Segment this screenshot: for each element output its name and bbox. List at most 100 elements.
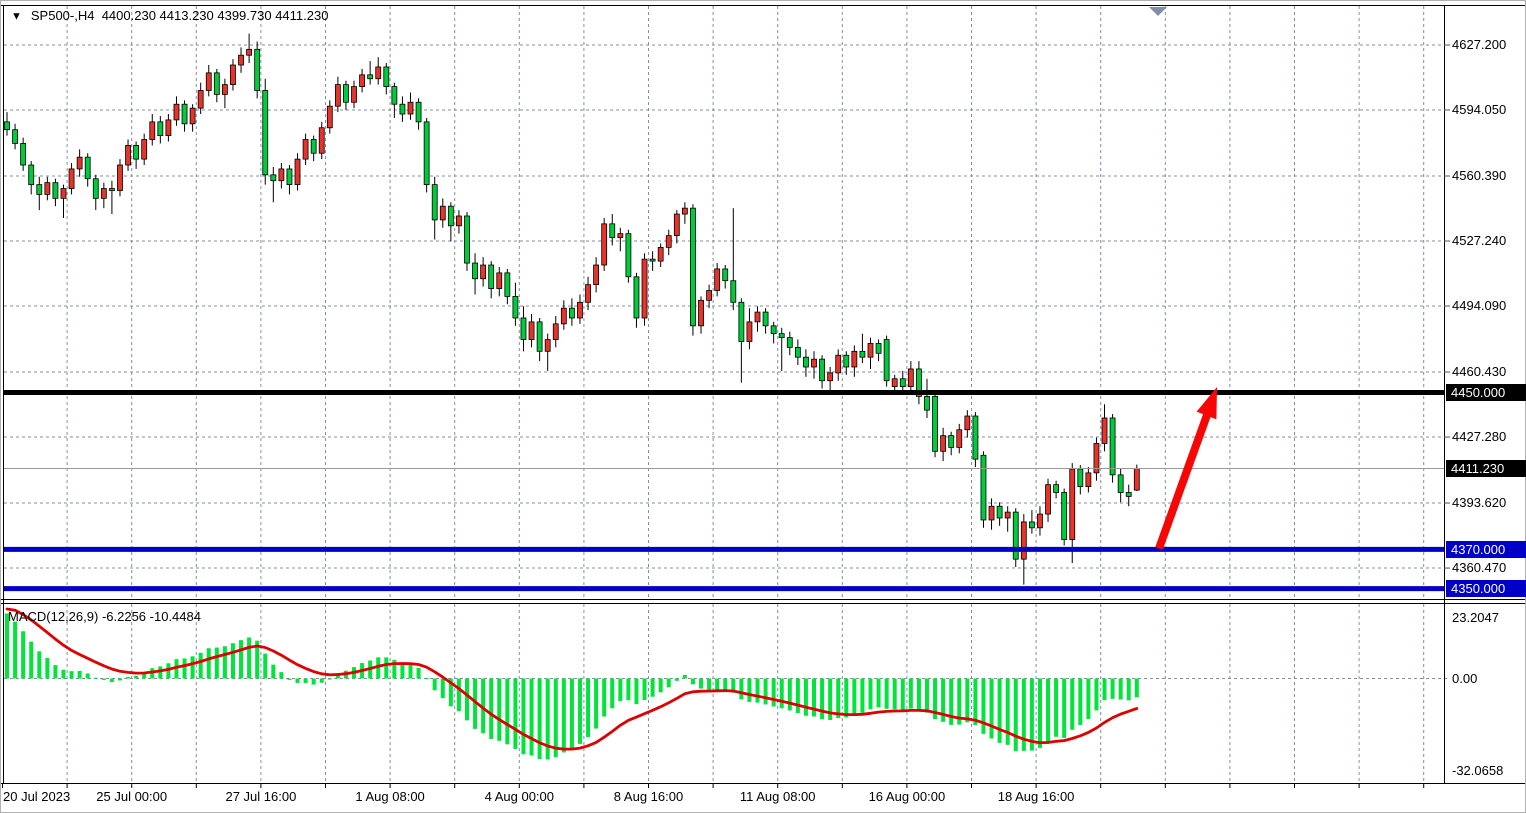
macd-histogram-bar	[1046, 678, 1051, 742]
macd-histogram-bar	[795, 678, 800, 713]
symbol-dropdown-icon[interactable]: ▼	[10, 9, 22, 22]
bull-candle	[302, 139, 309, 160]
bear-candle	[472, 262, 478, 280]
time-tick-label: 4 Aug 00:00	[484, 789, 554, 804]
bear-candle	[92, 178, 99, 199]
macd-histogram-bar	[981, 678, 986, 734]
macd-histogram-bar	[779, 678, 784, 709]
bear-candle	[270, 174, 277, 182]
macd-histogram-bar	[561, 678, 566, 753]
price-badge: 4370.000	[1446, 540, 1526, 558]
bar-shift-marker-icon[interactable]	[1149, 7, 1167, 16]
bull-candle	[1045, 484, 1051, 515]
macd-histogram-bar	[1094, 678, 1099, 711]
bull-candle	[706, 290, 712, 301]
macd-histogram-bar	[101, 678, 106, 680]
macd-histogram-bar	[586, 678, 591, 737]
bull-candle	[867, 343, 874, 358]
macd-histogram-bar	[820, 678, 825, 720]
price-tick-label: 4594.050	[1452, 102, 1507, 117]
macd-histogram-bar	[198, 652, 203, 679]
bull-candle	[1037, 513, 1043, 529]
bear-candle	[286, 168, 293, 186]
bear-candle	[883, 339, 890, 382]
macd-histogram-bar	[464, 678, 469, 721]
bear-candle	[899, 378, 906, 388]
macd-histogram-bar	[852, 678, 857, 715]
time-tick-label: 8 Aug 16:00	[613, 789, 684, 804]
macd-histogram-bar	[755, 678, 760, 703]
macd-indicator-label: MACD(12,26,9) -6.2256 -10.4484	[8, 609, 201, 624]
bull-candle	[238, 54, 244, 66]
macd-histogram-bar	[37, 651, 42, 679]
macd-histogram-bar	[997, 678, 1002, 743]
time-tick-label: 16 Aug 00:00	[868, 789, 946, 804]
bear-candle	[36, 184, 43, 195]
macd-histogram-bar	[13, 621, 18, 679]
macd-histogram-bar	[699, 678, 704, 689]
macd-histogram-bar	[222, 646, 227, 679]
bear-candle	[28, 164, 35, 186]
macd-histogram-bar	[812, 678, 816, 717]
macd-histogram-bar	[53, 665, 58, 679]
bear-candle	[431, 184, 438, 221]
bear-candle	[738, 301, 745, 342]
bear-candle	[383, 66, 390, 87]
macd-histogram-bar	[142, 672, 147, 679]
macd-histogram-bar	[1005, 678, 1010, 745]
macd-histogram-bar	[85, 673, 90, 679]
bear-candle	[569, 307, 575, 319]
macd-signal-line	[5, 607, 1139, 751]
macd-histogram-bar	[295, 678, 300, 683]
bear-candle	[625, 233, 632, 278]
macd-histogram-bar	[941, 678, 946, 722]
price-badge: 4450.000	[1446, 383, 1526, 401]
bull-candle	[359, 74, 365, 87]
bull-candle	[294, 158, 301, 186]
bull-candle	[657, 246, 664, 262]
bear-candle	[464, 215, 470, 264]
bull-candle	[100, 188, 107, 199]
price-tick-label: 4627.200	[1452, 37, 1507, 52]
bull-candle	[375, 66, 382, 80]
bear-candle	[181, 103, 188, 125]
bear-candle	[447, 205, 454, 227]
macd-histogram-bar	[1070, 678, 1075, 730]
macd-histogram-bar	[432, 678, 437, 691]
macd-histogram-bar	[771, 678, 776, 707]
bear-candle	[843, 354, 850, 368]
macd-histogram-bar	[924, 678, 929, 713]
bear-candle	[133, 145, 140, 160]
bull-candle	[593, 264, 600, 286]
bear-candle	[12, 129, 18, 144]
macd-histogram-bar	[787, 678, 792, 711]
macd-histogram-bar	[311, 678, 316, 685]
bear-candle	[794, 346, 801, 358]
bear-candle	[1028, 521, 1035, 529]
trend-arrow-head[interactable]	[1196, 387, 1217, 420]
macd-histogram-bar	[739, 678, 744, 700]
bull-candle	[907, 368, 914, 388]
bull-candle	[754, 311, 761, 323]
bull-candle	[673, 213, 680, 237]
macd-histogram-bar	[884, 678, 889, 709]
macd-histogram-bar	[642, 678, 647, 700]
macd-histogram-bar	[594, 678, 599, 729]
bull-candle	[891, 378, 898, 388]
macd-histogram-bar	[723, 678, 728, 690]
bull-candle	[44, 182, 51, 195]
bull-candle	[1093, 443, 1100, 474]
macd-histogram-bar	[900, 678, 905, 711]
bull-candle	[665, 235, 672, 248]
bull-candle	[407, 101, 414, 115]
macd-histogram-bar	[674, 678, 679, 681]
bull-candle	[714, 268, 721, 291]
bear-candle	[1125, 492, 1132, 497]
trend-arrow-shaft[interactable]	[1155, 413, 1211, 550]
bull-candle	[956, 429, 963, 448]
macd-histogram-bar	[182, 658, 187, 679]
bull-candle	[1101, 417, 1108, 444]
macd-histogram-bar	[973, 678, 978, 726]
